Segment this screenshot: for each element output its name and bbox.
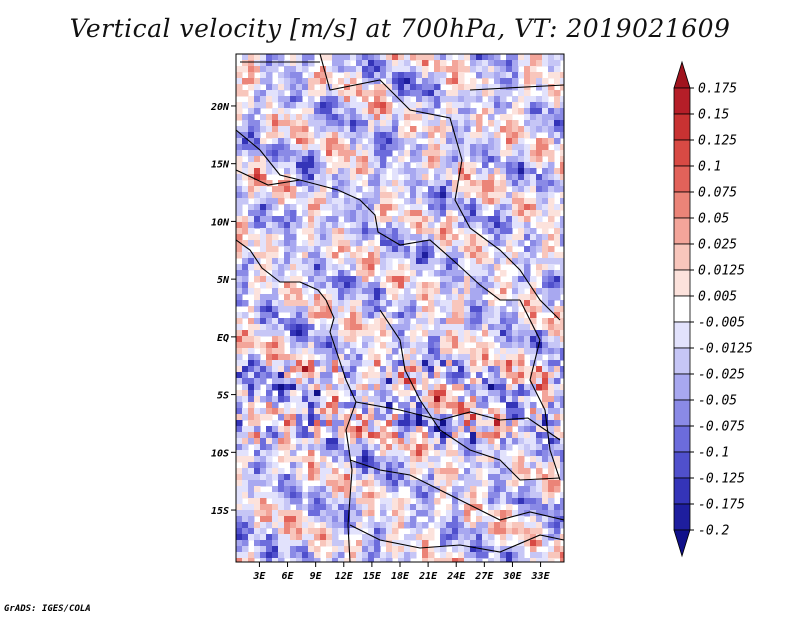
colorbar-segment [673, 477, 691, 505]
colorbar-label: -0.075 [698, 420, 745, 435]
colorbar-label: -0.05 [698, 394, 737, 409]
colorbar-segment [673, 425, 691, 453]
colorbar-label: -0.0125 [698, 342, 753, 357]
colorbar-segment [673, 347, 691, 375]
colorbar-label: 0.1 [698, 160, 721, 175]
x-tick-label: 3E [252, 571, 266, 582]
colorbar-label: -0.2 [698, 524, 729, 539]
colorbar-label: 0.175 [698, 82, 737, 97]
x-tick-label: 6E [282, 571, 295, 582]
footer-credit: GrADS: IGES/COLA [4, 604, 91, 614]
x-tick-label: 30E [502, 571, 522, 582]
colorbar-segment [673, 165, 691, 193]
colorbar-segment [673, 321, 691, 349]
colorbar-label: -0.125 [698, 472, 745, 487]
x-tick-label: 15E [363, 571, 382, 582]
colorbar-label: 0.025 [698, 238, 737, 253]
colorbar-label: 0.005 [698, 290, 737, 305]
colorbar-segment [673, 191, 691, 219]
colorbar-segment [673, 269, 691, 297]
colorbar-segment [673, 113, 691, 141]
colorbar-label: 0.15 [698, 108, 729, 123]
velocity-field [236, 54, 564, 562]
x-tick-label: 18E [391, 571, 410, 582]
colorbar: 0.175 0.15 0.125 0.1 0.075 0.05 0.025 0.0125 0.0… [673, 60, 753, 558]
y-tick-label: 15N [211, 160, 230, 171]
x-tick-label: 9E [310, 571, 323, 582]
x-tick-label: 27E [474, 571, 494, 582]
x-tick-label: 33E [531, 571, 551, 582]
colorbar-segment [673, 243, 691, 271]
y-tick-label: 15S [211, 506, 229, 517]
x-tick-label: 12E [335, 571, 354, 582]
colorbar-label: 0.075 [698, 186, 737, 201]
y-tick-label: EQ [217, 333, 229, 344]
colorbar-bottom-arrow [673, 529, 691, 558]
y-tick-label: 5S [217, 391, 229, 402]
colorbar-label: -0.1 [698, 446, 729, 461]
colorbar-segment [673, 451, 691, 479]
colorbar-label: -0.005 [698, 316, 745, 331]
x-tick-label: 24E [446, 571, 466, 582]
colorbar-label: 0.05 [698, 212, 729, 227]
colorbar-segment [673, 87, 691, 115]
colorbar-top-arrow [673, 60, 691, 89]
y-axis: 20N 15N 10N 5N EQ 5S 10S 15S [210, 102, 236, 517]
colorbar-segment [673, 399, 691, 427]
y-tick-label: 10N [211, 217, 230, 228]
colorbar-label: -0.175 [698, 498, 745, 513]
colorbar-label: 0.0125 [698, 264, 745, 279]
x-axis: 3E 6E 9E 12E 15E 18E 21E 24E 27E 30E 33E [252, 562, 551, 582]
colorbar-label: -0.025 [698, 368, 745, 383]
colorbar-segment [673, 295, 691, 323]
colorbar-label: 0.125 [698, 134, 737, 149]
colorbar-segment [673, 373, 691, 401]
colorbar-segment [673, 503, 691, 531]
y-tick-label: 20N [210, 102, 230, 113]
y-tick-label: 10S [211, 448, 229, 459]
country-borders [236, 54, 564, 562]
chart-title: Vertical velocity [m/s] at 700hPa, VT: 2… [69, 14, 731, 43]
x-tick-label: 21E [418, 571, 438, 582]
colorbar-segment [673, 217, 691, 245]
y-tick-label: 5N [217, 275, 230, 286]
colorbar-segment [673, 139, 691, 167]
